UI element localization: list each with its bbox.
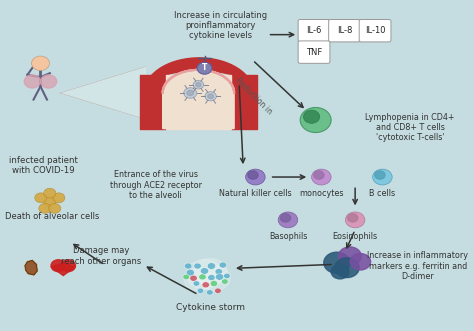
Circle shape <box>53 193 65 203</box>
Circle shape <box>224 273 230 279</box>
Circle shape <box>347 214 358 222</box>
Circle shape <box>278 212 298 228</box>
Circle shape <box>24 75 40 88</box>
Circle shape <box>222 279 228 284</box>
Circle shape <box>300 108 331 132</box>
Circle shape <box>281 214 291 222</box>
Circle shape <box>199 274 206 280</box>
Circle shape <box>202 282 210 288</box>
Circle shape <box>197 288 204 293</box>
Circle shape <box>350 254 371 270</box>
Text: IL-6: IL-6 <box>306 26 322 35</box>
Circle shape <box>246 169 265 185</box>
Circle shape <box>215 269 222 275</box>
Circle shape <box>199 266 230 291</box>
Circle shape <box>210 281 218 286</box>
Circle shape <box>31 56 49 71</box>
Text: Increase in inflammatory
markers e.g. ferritin and
D-dimer: Increase in inflammatory markers e.g. fe… <box>367 251 468 281</box>
Circle shape <box>186 269 194 276</box>
Circle shape <box>207 263 216 269</box>
Circle shape <box>311 169 331 185</box>
Circle shape <box>39 204 51 213</box>
Circle shape <box>61 260 75 272</box>
FancyBboxPatch shape <box>298 20 330 42</box>
Circle shape <box>208 94 213 99</box>
Text: Reduction in: Reduction in <box>233 76 273 117</box>
Circle shape <box>193 80 204 89</box>
Circle shape <box>335 258 359 278</box>
Circle shape <box>248 171 258 179</box>
Circle shape <box>219 262 227 268</box>
Text: monocytes: monocytes <box>299 189 344 198</box>
Circle shape <box>196 83 201 87</box>
Text: Natural killer cells: Natural killer cells <box>219 189 292 198</box>
Text: Lymphopenia in CD4+
and CD8+ T cells
'cytotoxic T-cells': Lymphopenia in CD4+ and CD8+ T cells 'cy… <box>365 113 455 142</box>
Text: Increase in circulating
proinflammatory
cytokine levels: Increase in circulating proinflammatory … <box>174 11 267 40</box>
Text: Death of alveolar cells: Death of alveolar cells <box>5 212 99 221</box>
Text: TNF: TNF <box>306 48 322 57</box>
Circle shape <box>375 171 385 179</box>
Circle shape <box>183 274 190 280</box>
Circle shape <box>194 263 201 269</box>
Circle shape <box>215 288 221 293</box>
Circle shape <box>324 252 350 273</box>
FancyBboxPatch shape <box>298 41 330 63</box>
Circle shape <box>35 193 47 203</box>
Circle shape <box>194 259 227 285</box>
Circle shape <box>187 90 193 96</box>
Circle shape <box>44 188 56 198</box>
Circle shape <box>314 171 324 179</box>
Circle shape <box>184 268 213 291</box>
Polygon shape <box>163 70 234 128</box>
Text: IL-8: IL-8 <box>337 26 352 35</box>
Circle shape <box>51 260 66 272</box>
Circle shape <box>331 264 349 279</box>
Circle shape <box>40 75 57 88</box>
Polygon shape <box>166 75 231 128</box>
Circle shape <box>193 281 200 286</box>
Text: Eosinophils: Eosinophils <box>333 232 378 241</box>
Circle shape <box>205 92 216 101</box>
Circle shape <box>184 88 197 98</box>
Circle shape <box>201 268 209 274</box>
Text: Basophils: Basophils <box>269 232 307 241</box>
Circle shape <box>207 290 213 295</box>
Polygon shape <box>60 67 146 119</box>
Circle shape <box>208 275 215 281</box>
Circle shape <box>197 62 212 74</box>
Circle shape <box>186 260 223 289</box>
Text: Damage may
reach other organs: Damage may reach other organs <box>61 247 141 266</box>
Circle shape <box>44 197 56 207</box>
Circle shape <box>184 263 192 269</box>
Text: Cytokine storm: Cytokine storm <box>176 304 245 312</box>
Polygon shape <box>25 260 37 275</box>
Circle shape <box>190 275 197 281</box>
Circle shape <box>346 212 365 228</box>
Polygon shape <box>51 263 75 276</box>
Text: IL-10: IL-10 <box>365 26 385 35</box>
FancyBboxPatch shape <box>328 20 360 42</box>
Circle shape <box>338 247 361 265</box>
Text: T: T <box>202 64 207 72</box>
Text: infected patient
with COVID-19: infected patient with COVID-19 <box>9 156 78 175</box>
Circle shape <box>216 274 224 280</box>
Circle shape <box>373 169 392 185</box>
Text: B cells: B cells <box>369 189 395 198</box>
Circle shape <box>49 204 61 213</box>
Circle shape <box>303 110 319 123</box>
FancyBboxPatch shape <box>359 20 391 42</box>
Text: Entrance of the virus
through ACE2 receptor
to the alveoli: Entrance of the virus through ACE2 recep… <box>109 170 201 200</box>
